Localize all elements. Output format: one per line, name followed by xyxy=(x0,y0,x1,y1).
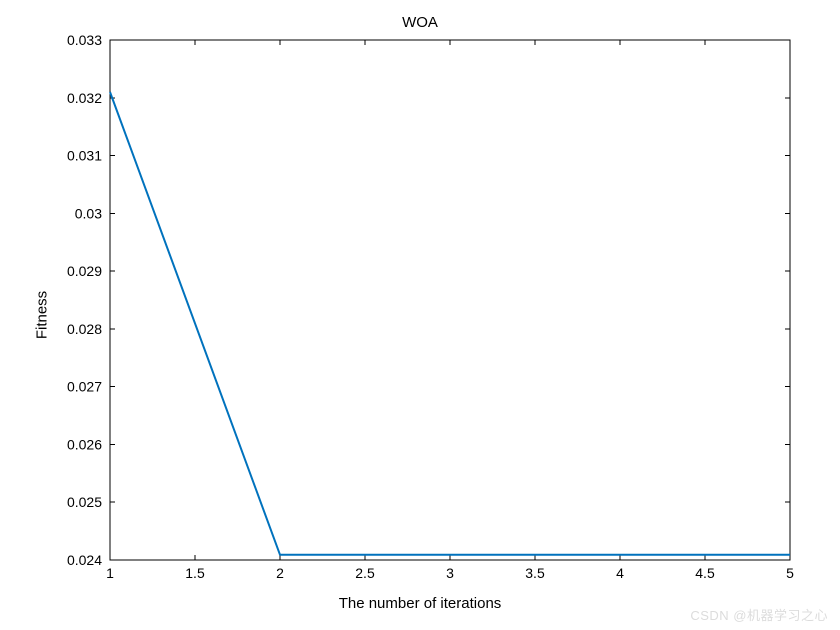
svg-text:5: 5 xyxy=(786,565,794,581)
svg-text:0.029: 0.029 xyxy=(67,263,102,279)
svg-text:0.026: 0.026 xyxy=(67,436,102,452)
figure: WOA Fitness The number of iterations 11.… xyxy=(0,0,840,630)
svg-text:0.024: 0.024 xyxy=(67,552,102,568)
svg-text:0.028: 0.028 xyxy=(67,321,102,337)
svg-text:0.031: 0.031 xyxy=(67,148,102,164)
svg-text:0.027: 0.027 xyxy=(67,379,102,395)
svg-text:3: 3 xyxy=(446,565,454,581)
svg-text:1.5: 1.5 xyxy=(185,565,205,581)
svg-text:2: 2 xyxy=(276,565,284,581)
svg-text:0.025: 0.025 xyxy=(67,494,102,510)
chart-axes: 1 1.5 2 2.5 3 3.5 4 4.5 5 0.024 0.025 0.026 0.027 0.0… xyxy=(0,0,840,630)
svg-text:2.5: 2.5 xyxy=(355,565,375,581)
svg-text:0.03: 0.03 xyxy=(75,205,102,221)
svg-text:3.5: 3.5 xyxy=(525,565,545,581)
svg-text:4: 4 xyxy=(616,565,624,581)
svg-text:0.032: 0.032 xyxy=(67,90,102,106)
svg-text:1: 1 xyxy=(106,565,114,581)
svg-text:0.033: 0.033 xyxy=(67,32,102,48)
svg-text:4.5: 4.5 xyxy=(695,565,715,581)
